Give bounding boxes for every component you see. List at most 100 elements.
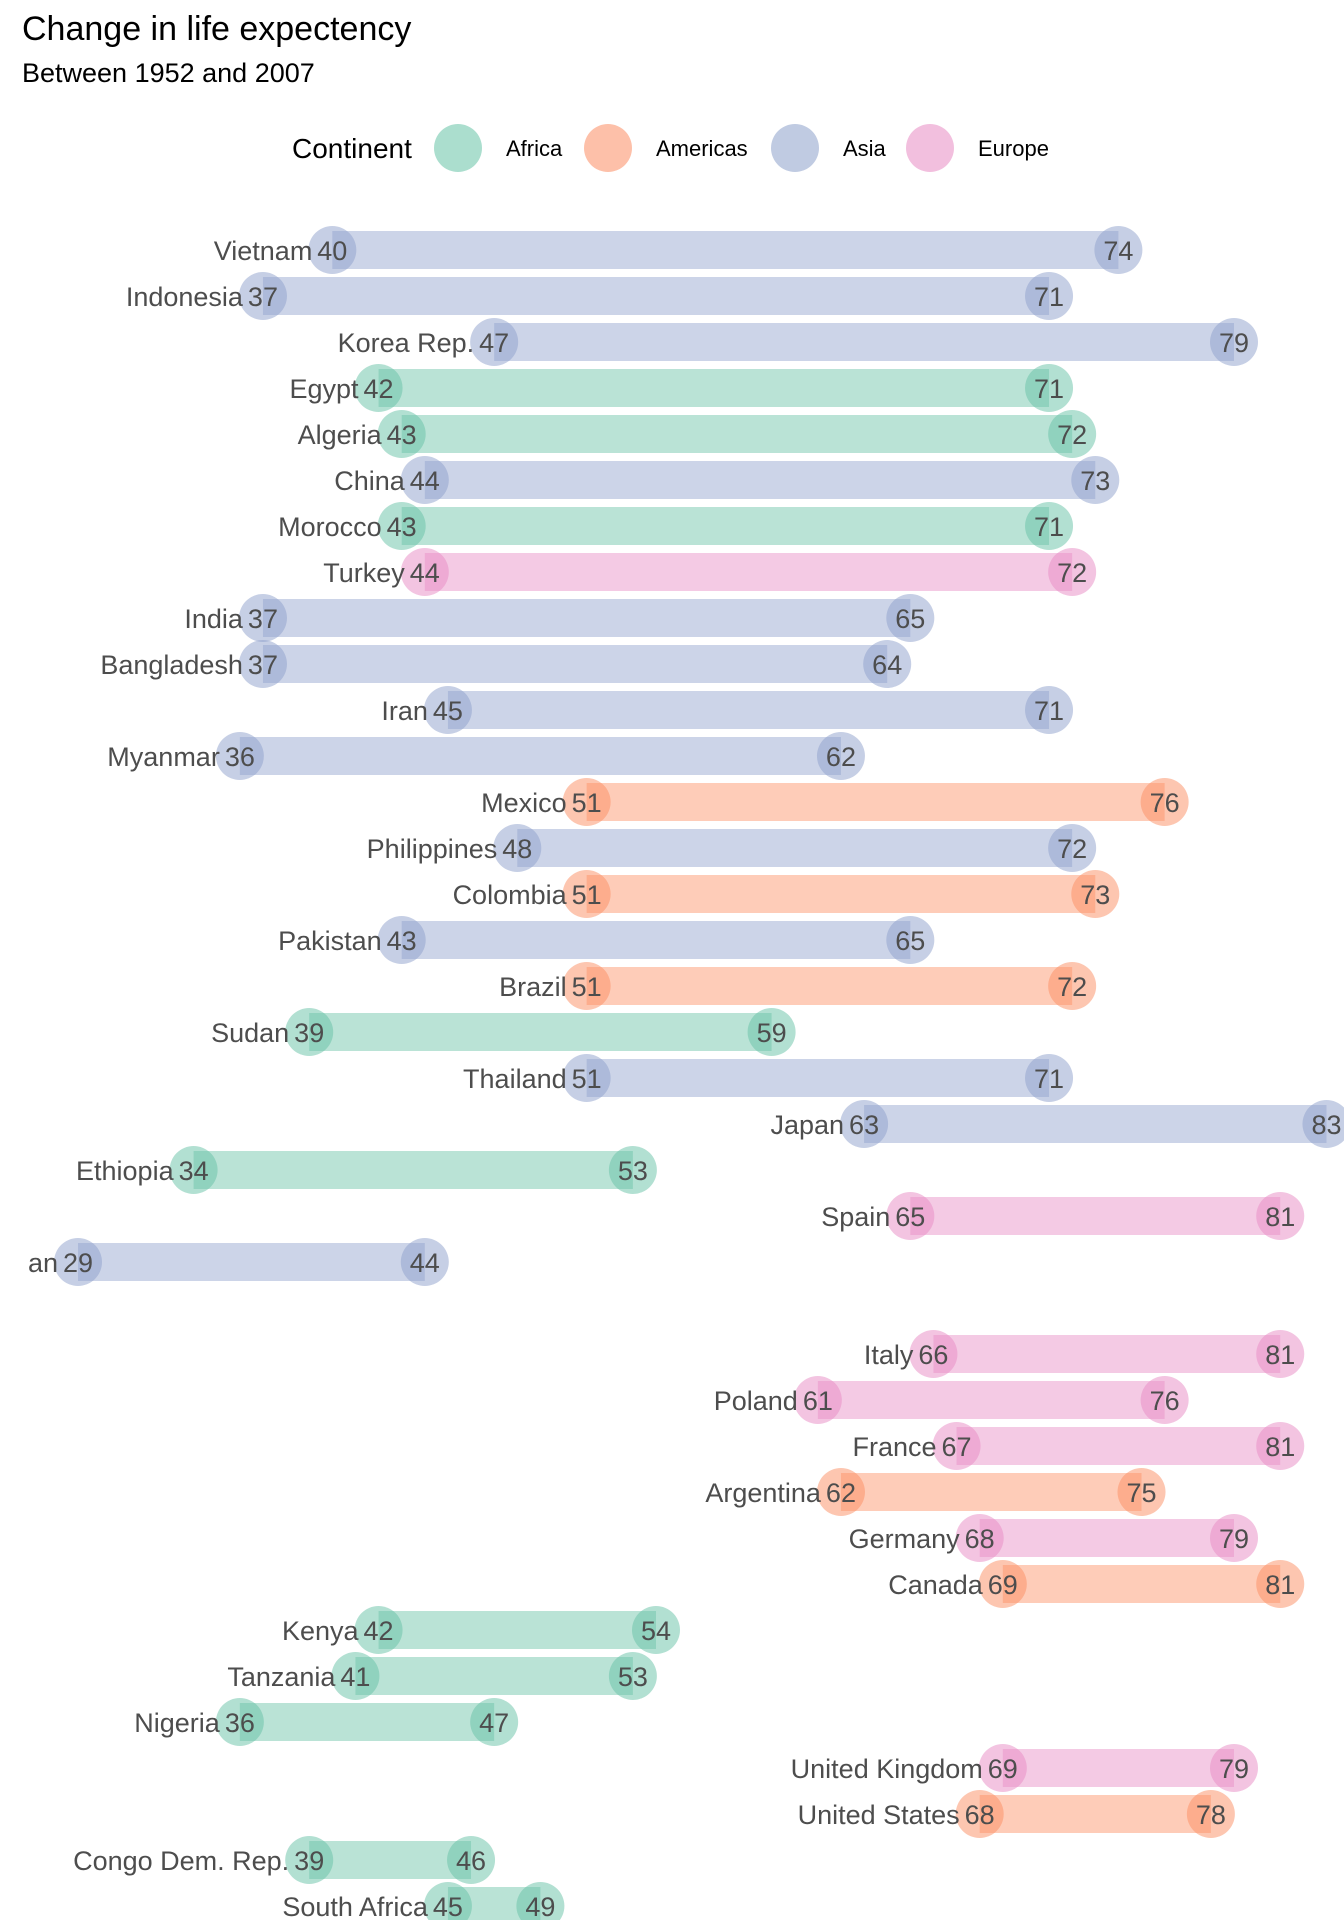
end-point	[747, 1008, 796, 1056]
country-label: United Kingdom	[791, 1754, 983, 1784]
end-value-label: 62	[826, 742, 856, 772]
start-point	[978, 1744, 1027, 1792]
end-value-label: 71	[1034, 1064, 1064, 1094]
country-label: Tanzania	[227, 1662, 336, 1692]
end-point	[1210, 1514, 1258, 1562]
end-point	[1140, 1376, 1189, 1424]
legend-label-asia: Asia	[843, 136, 887, 161]
country-label: an	[28, 1248, 58, 1278]
start-value-label: 36	[225, 742, 255, 772]
dumbbell-row-united-kingdom: 69 79 United Kingdom	[791, 1744, 1258, 1792]
country-label: Germany	[849, 1524, 961, 1554]
dumbbell-row-sudan: 39 59 Sudan	[211, 1008, 796, 1056]
dumbbell-row-ethiopia: 34 53 Ethiopia	[76, 1146, 657, 1194]
start-point	[54, 1238, 102, 1286]
start-point	[470, 318, 519, 366]
start-point	[285, 1836, 334, 1884]
dumbbell-row-indonesia: 37 71 Indonesia	[126, 272, 1074, 320]
start-value-label: 63	[849, 1110, 879, 1140]
end-value-label: 71	[1034, 696, 1064, 726]
country-label: Philippines	[367, 834, 498, 864]
dumbbell-row-poland: 61 76 Poland	[714, 1376, 1189, 1424]
end-point	[516, 1882, 565, 1920]
start-value-label: 43	[387, 512, 417, 542]
legend: Continent Africa Americas Asia Europe	[292, 124, 1049, 172]
country-label: Kenya	[282, 1616, 360, 1646]
end-point	[1117, 1468, 1166, 1516]
legend-title: Continent	[292, 133, 412, 164]
dumbbell-row-brazil: 51 72 Brazil	[499, 962, 1097, 1010]
country-label: South Africa	[282, 1892, 429, 1920]
end-point	[863, 640, 912, 688]
start-value-label: 51	[572, 1064, 602, 1094]
end-point	[1071, 870, 1120, 918]
dumbbell-row-an: 29 44 an	[28, 1238, 449, 1286]
country-label: Mexico	[481, 788, 567, 818]
country-label: Japan	[771, 1110, 845, 1140]
end-value-label: 81	[1265, 1432, 1295, 1462]
country-label: Bangladesh	[100, 650, 243, 680]
legend-label-americas: Americas	[656, 136, 748, 161]
country-label: France	[853, 1432, 937, 1462]
start-point	[562, 1054, 611, 1102]
start-point	[400, 456, 449, 504]
end-point	[1210, 1744, 1258, 1792]
country-label: China	[334, 466, 406, 496]
end-value-label: 81	[1265, 1340, 1295, 1370]
end-value-label: 73	[1080, 466, 1110, 496]
end-value-label: 53	[618, 1662, 648, 1692]
start-point	[423, 686, 472, 734]
end-value-label: 76	[1150, 788, 1180, 818]
start-value-label: 65	[895, 1202, 925, 1232]
dumbbell-row-vietnam: 40 74 Vietnam	[214, 226, 1143, 274]
dumbbell-row-bangladesh: 37 64 Bangladesh	[100, 640, 912, 688]
start-point	[932, 1422, 981, 1470]
start-point	[377, 410, 426, 458]
start-point	[423, 1882, 472, 1920]
start-value-label: 67	[942, 1432, 972, 1462]
start-value-label: 66	[918, 1340, 948, 1370]
end-value-label: 46	[456, 1846, 486, 1876]
end-point	[1094, 226, 1143, 274]
start-point	[400, 548, 449, 596]
country-label: Korea Rep.	[338, 328, 475, 358]
start-point	[215, 732, 264, 780]
start-value-label: 29	[63, 1248, 93, 1278]
end-value-label: 59	[757, 1018, 787, 1048]
start-value-label: 62	[826, 1478, 856, 1508]
start-point	[955, 1514, 1004, 1562]
dumbbell-row-nigeria: 36 47 Nigeria	[134, 1698, 519, 1746]
country-label: Egypt	[290, 374, 360, 404]
end-value-label: 83	[1311, 1110, 1341, 1140]
start-point	[562, 962, 611, 1010]
dumbbell-row-turkey: 44 72 Turkey	[323, 548, 1097, 596]
start-point	[816, 1468, 865, 1516]
start-point	[793, 1376, 842, 1424]
end-point	[470, 1698, 519, 1746]
dumbbell-row-germany: 68 79 Germany	[849, 1514, 1258, 1562]
country-label: Canada	[888, 1570, 984, 1600]
end-value-label: 64	[872, 650, 902, 680]
country-label: Turkey	[323, 558, 405, 588]
start-point	[238, 640, 287, 688]
end-point	[1210, 318, 1258, 366]
start-value-label: 51	[572, 880, 602, 910]
dumbbell-row-south-africa: 45 49 South Africa	[282, 1882, 565, 1920]
country-label: Indonesia	[126, 282, 244, 312]
end-point	[1025, 686, 1074, 734]
dumbbell-row-italy: 66 81 Italy	[864, 1330, 1305, 1378]
end-point	[400, 1238, 449, 1286]
end-point	[1025, 364, 1074, 412]
end-point	[886, 594, 935, 642]
end-point	[632, 1606, 680, 1654]
end-point	[1048, 410, 1097, 458]
dumbbell-row-philippines: 48 72 Philippines	[367, 824, 1097, 872]
start-value-label: 47	[479, 328, 509, 358]
start-value-label: 37	[248, 282, 278, 312]
end-value-label: 47	[479, 1708, 509, 1738]
dumbbell-row-congo-dem-rep-: 39 46 Congo Dem. Rep.	[73, 1836, 496, 1884]
dumbbell-row-colombia: 51 73 Colombia	[453, 870, 1120, 918]
start-value-label: 51	[572, 788, 602, 818]
start-value-label: 69	[988, 1570, 1018, 1600]
start-value-label: 48	[502, 834, 532, 864]
